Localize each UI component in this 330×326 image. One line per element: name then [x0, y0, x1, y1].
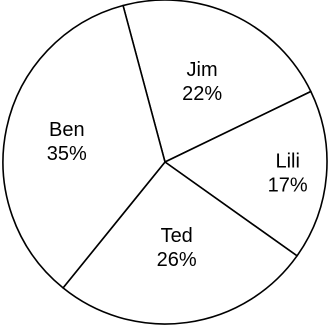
slice-percent-ted: 26%: [157, 249, 197, 271]
pie-slice-jim: [122, 0, 312, 163]
slice-percent-ben: 35%: [47, 143, 87, 165]
slice-label-lili: Lili: [275, 150, 299, 172]
slice-label-jim: Jim: [187, 59, 218, 81]
pie-slice-ted: [62, 161, 298, 325]
slice-label-ben: Ben: [49, 119, 85, 141]
slice-label-ted: Ted: [161, 225, 193, 247]
pie-slice-lili: [164, 90, 328, 257]
slice-percent-lili: 17%: [268, 174, 308, 196]
slice-percent-jim: 22%: [182, 83, 222, 105]
pie-slice-ben: [2, 4, 166, 289]
